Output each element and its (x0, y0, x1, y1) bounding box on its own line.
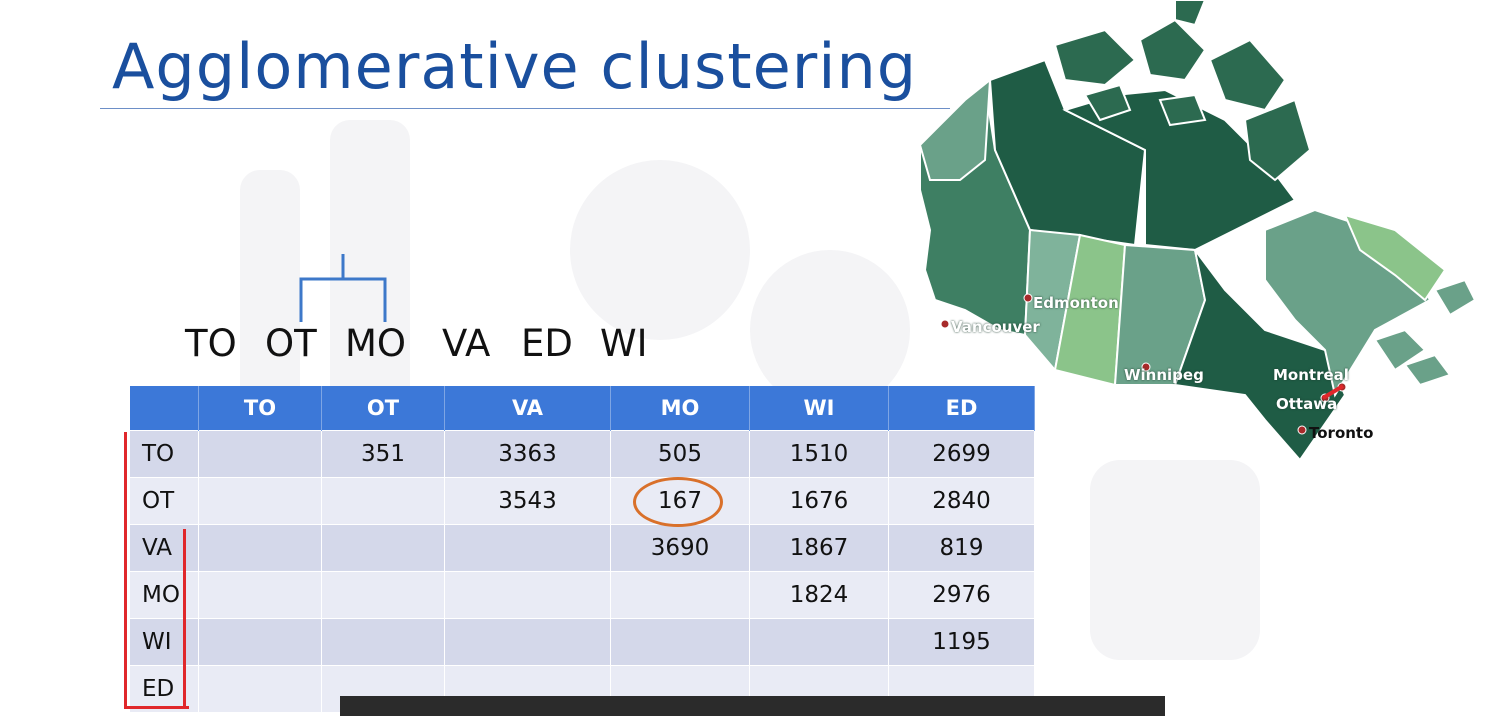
table-cell: 819 (888, 524, 1035, 572)
table-cell (198, 665, 322, 712)
header-cell: OT (321, 386, 445, 431)
header-cell: MO (610, 386, 750, 431)
table-cell: 1676 (749, 477, 889, 525)
header-cell: ED (888, 386, 1035, 431)
table-cell: 1510 (749, 430, 889, 478)
table-cell: 3543 (444, 477, 611, 525)
dendrogram-link (299, 254, 387, 322)
table-cell (321, 618, 445, 666)
table-cell: 3363 (444, 430, 611, 478)
row-label: VA (130, 524, 199, 572)
city-label-edmonton: Edmonton (1033, 294, 1119, 312)
table-cell (444, 524, 611, 572)
row-label: OT (130, 477, 199, 525)
table-cell: 1824 (749, 571, 889, 619)
city-label-winnipeg: Winnipeg (1124, 366, 1204, 384)
territory-nunavut (1062, 88, 1297, 252)
table-cell (610, 618, 750, 666)
table-cell (198, 477, 322, 525)
table-cell (198, 618, 322, 666)
table-cell (198, 571, 322, 619)
slide-title: Agglomerative clustering (112, 30, 918, 103)
province-labrador (1343, 213, 1447, 302)
table-row: WI 1195 (130, 618, 1035, 666)
header-cell: VA (444, 386, 611, 431)
highlight-circle (633, 477, 723, 527)
title-underline (100, 108, 950, 109)
province-ontario (1173, 249, 1347, 462)
table-cell (444, 618, 611, 666)
table-cell: 505 (610, 430, 750, 478)
canada-map (918, 0, 1477, 462)
row-label: ED (130, 665, 199, 712)
leaf-label-va: VA (442, 322, 491, 365)
row-label: TO (130, 430, 199, 478)
row-label: MO (130, 571, 199, 619)
row-label: WI (130, 618, 199, 666)
table-cell (321, 477, 445, 525)
dendrogram-leaves: TO OT MO VA ED WI (0, 322, 700, 372)
red-bracket (124, 432, 189, 709)
table-row: OT 3543 167 1676 2840 (130, 477, 1035, 525)
table-header-row: TO OT VA MO WI ED (130, 386, 1035, 431)
city-label-toronto: Toronto (1309, 424, 1374, 442)
table-cell: 2976 (888, 571, 1035, 619)
header-cell (130, 386, 199, 431)
leaf-label-ot: OT (265, 322, 317, 365)
table-row: TO 351 3363 505 1510 2699 (130, 430, 1035, 478)
leaf-label-ed: ED (521, 322, 573, 365)
header-cell: TO (198, 386, 322, 431)
caption-bar (340, 696, 1165, 716)
table-cell (198, 430, 322, 478)
city-label-ottawa: Ottawa (1276, 395, 1338, 413)
table-row: MO 1824 2976 (130, 571, 1035, 619)
territory-yukon (918, 77, 992, 181)
table-row: VA 3690 1867 819 (130, 524, 1035, 572)
table-cell: 351 (321, 430, 445, 478)
header-cell: WI (749, 386, 889, 431)
table-cell (444, 571, 611, 619)
city-label-vancouver: Vancouver (951, 318, 1040, 336)
table-cell (321, 571, 445, 619)
table-cell (321, 524, 445, 572)
red-bracket-inner (183, 529, 186, 709)
distance-matrix: TO OT VA MO WI ED TO 351 3363 505 1510 2… (130, 386, 1035, 712)
table-cell (749, 618, 889, 666)
table-cell: 1867 (749, 524, 889, 572)
table-cell: 3690 (610, 524, 750, 572)
table-cell (198, 524, 322, 572)
table-cell: 2699 (888, 430, 1035, 478)
leaf-label-mo: MO (345, 322, 407, 365)
table-cell (610, 571, 750, 619)
table-cell: 1195 (888, 618, 1035, 666)
table-cell: 2840 (888, 477, 1035, 525)
leaf-label-to: TO (185, 322, 237, 365)
city-label-montreal: Montreal (1273, 366, 1349, 384)
leaf-label-wi: WI (600, 322, 648, 365)
